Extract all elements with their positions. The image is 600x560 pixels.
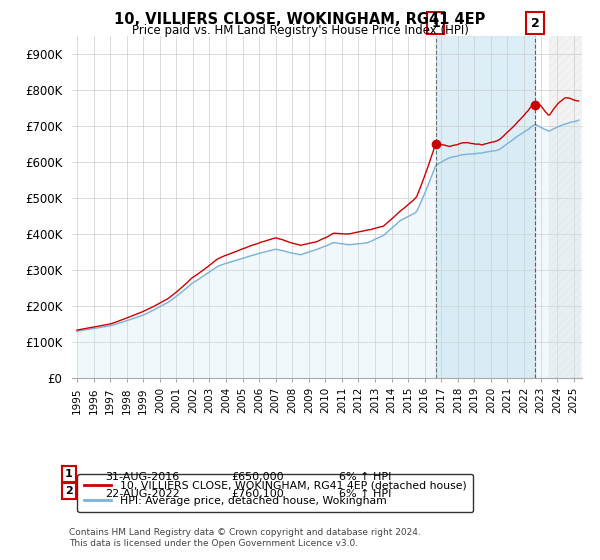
Bar bbox=[549, 36, 582, 378]
Text: 2: 2 bbox=[531, 17, 539, 30]
Text: £760,100: £760,100 bbox=[231, 489, 284, 499]
Legend: 10, VILLIERS CLOSE, WOKINGHAM, RG41 4EP (detached house), HPI: Average price, de: 10, VILLIERS CLOSE, WOKINGHAM, RG41 4EP … bbox=[77, 474, 473, 512]
Text: 1: 1 bbox=[65, 469, 73, 479]
Text: 22-AUG-2022: 22-AUG-2022 bbox=[105, 489, 180, 499]
Text: Price paid vs. HM Land Registry's House Price Index (HPI): Price paid vs. HM Land Registry's House … bbox=[131, 24, 469, 36]
Text: 31-AUG-2016: 31-AUG-2016 bbox=[105, 472, 179, 482]
Text: 6% ↑ HPI: 6% ↑ HPI bbox=[339, 472, 391, 482]
Text: Contains HM Land Registry data © Crown copyright and database right 2024.
This d: Contains HM Land Registry data © Crown c… bbox=[69, 528, 421, 548]
Text: 1: 1 bbox=[431, 17, 440, 30]
Text: £650,000: £650,000 bbox=[231, 472, 284, 482]
Text: 10, VILLIERS CLOSE, WOKINGHAM, RG41 4EP: 10, VILLIERS CLOSE, WOKINGHAM, RG41 4EP bbox=[115, 12, 485, 27]
Bar bbox=[436, 36, 535, 378]
Text: 6% ↑ HPI: 6% ↑ HPI bbox=[339, 489, 391, 499]
Text: 2: 2 bbox=[65, 486, 73, 496]
